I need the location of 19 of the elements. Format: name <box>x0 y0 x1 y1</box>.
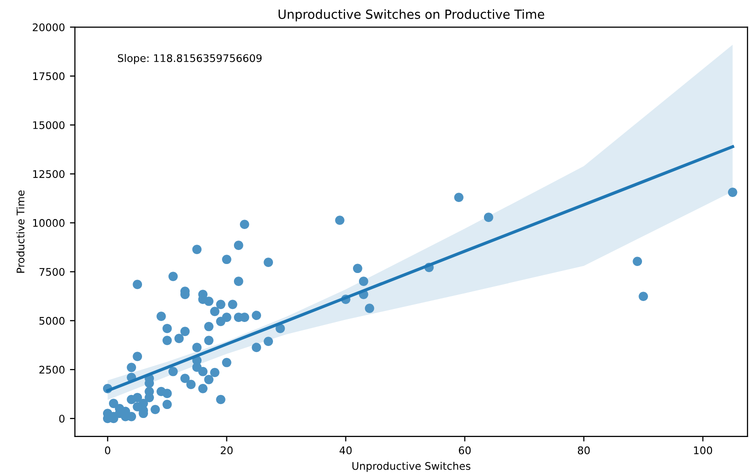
y-tick-label: 12500 <box>33 170 64 178</box>
x-tick-label: 80 <box>578 446 590 454</box>
x-tick-label: 40 <box>340 446 352 454</box>
x-tick-label: 100 <box>694 446 712 454</box>
annotation: Slope: 118.8156359756609 <box>118 54 262 64</box>
y-tick-label: 0 <box>59 414 64 423</box>
x-tick-label: 0 <box>105 446 110 454</box>
y-tick-label: 10000 <box>33 219 64 227</box>
y-tick-label: 2500 <box>39 366 64 374</box>
x-tick-label: 20 <box>220 446 233 454</box>
y-tick-label: 17500 <box>33 72 64 80</box>
y-tick-label: 20000 <box>32 23 64 32</box>
x-tick-label: 60 <box>458 446 471 454</box>
x-axis-title: Unproductive Switches <box>352 462 470 472</box>
y-tick-label: 15000 <box>33 121 64 130</box>
chart-title: Unproductive Switches on Productive Time <box>278 9 544 22</box>
y-tick-label: 5000 <box>39 316 64 325</box>
y-axis-title: Productive Time <box>16 190 24 273</box>
y-tick-label: 7500 <box>40 268 64 276</box>
